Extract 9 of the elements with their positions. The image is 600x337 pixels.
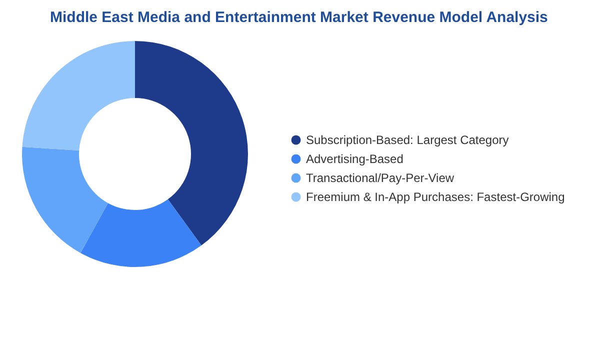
donut-slice	[22, 41, 135, 150]
donut-slice	[135, 41, 248, 246]
legend-label: Subscription-Based: Largest Category	[306, 133, 509, 147]
legend-label: Advertising-Based	[306, 152, 404, 166]
legend-label: Freemium & In-App Purchases: Fastest-Growing	[306, 190, 565, 204]
donut-slice	[80, 199, 202, 267]
donut-slice	[22, 146, 108, 254]
legend-label: Transactional/Pay-Per-View	[306, 171, 454, 185]
chart-title: Middle East Media and Entertainment Market Revenue Model Analysis	[50, 9, 548, 26]
